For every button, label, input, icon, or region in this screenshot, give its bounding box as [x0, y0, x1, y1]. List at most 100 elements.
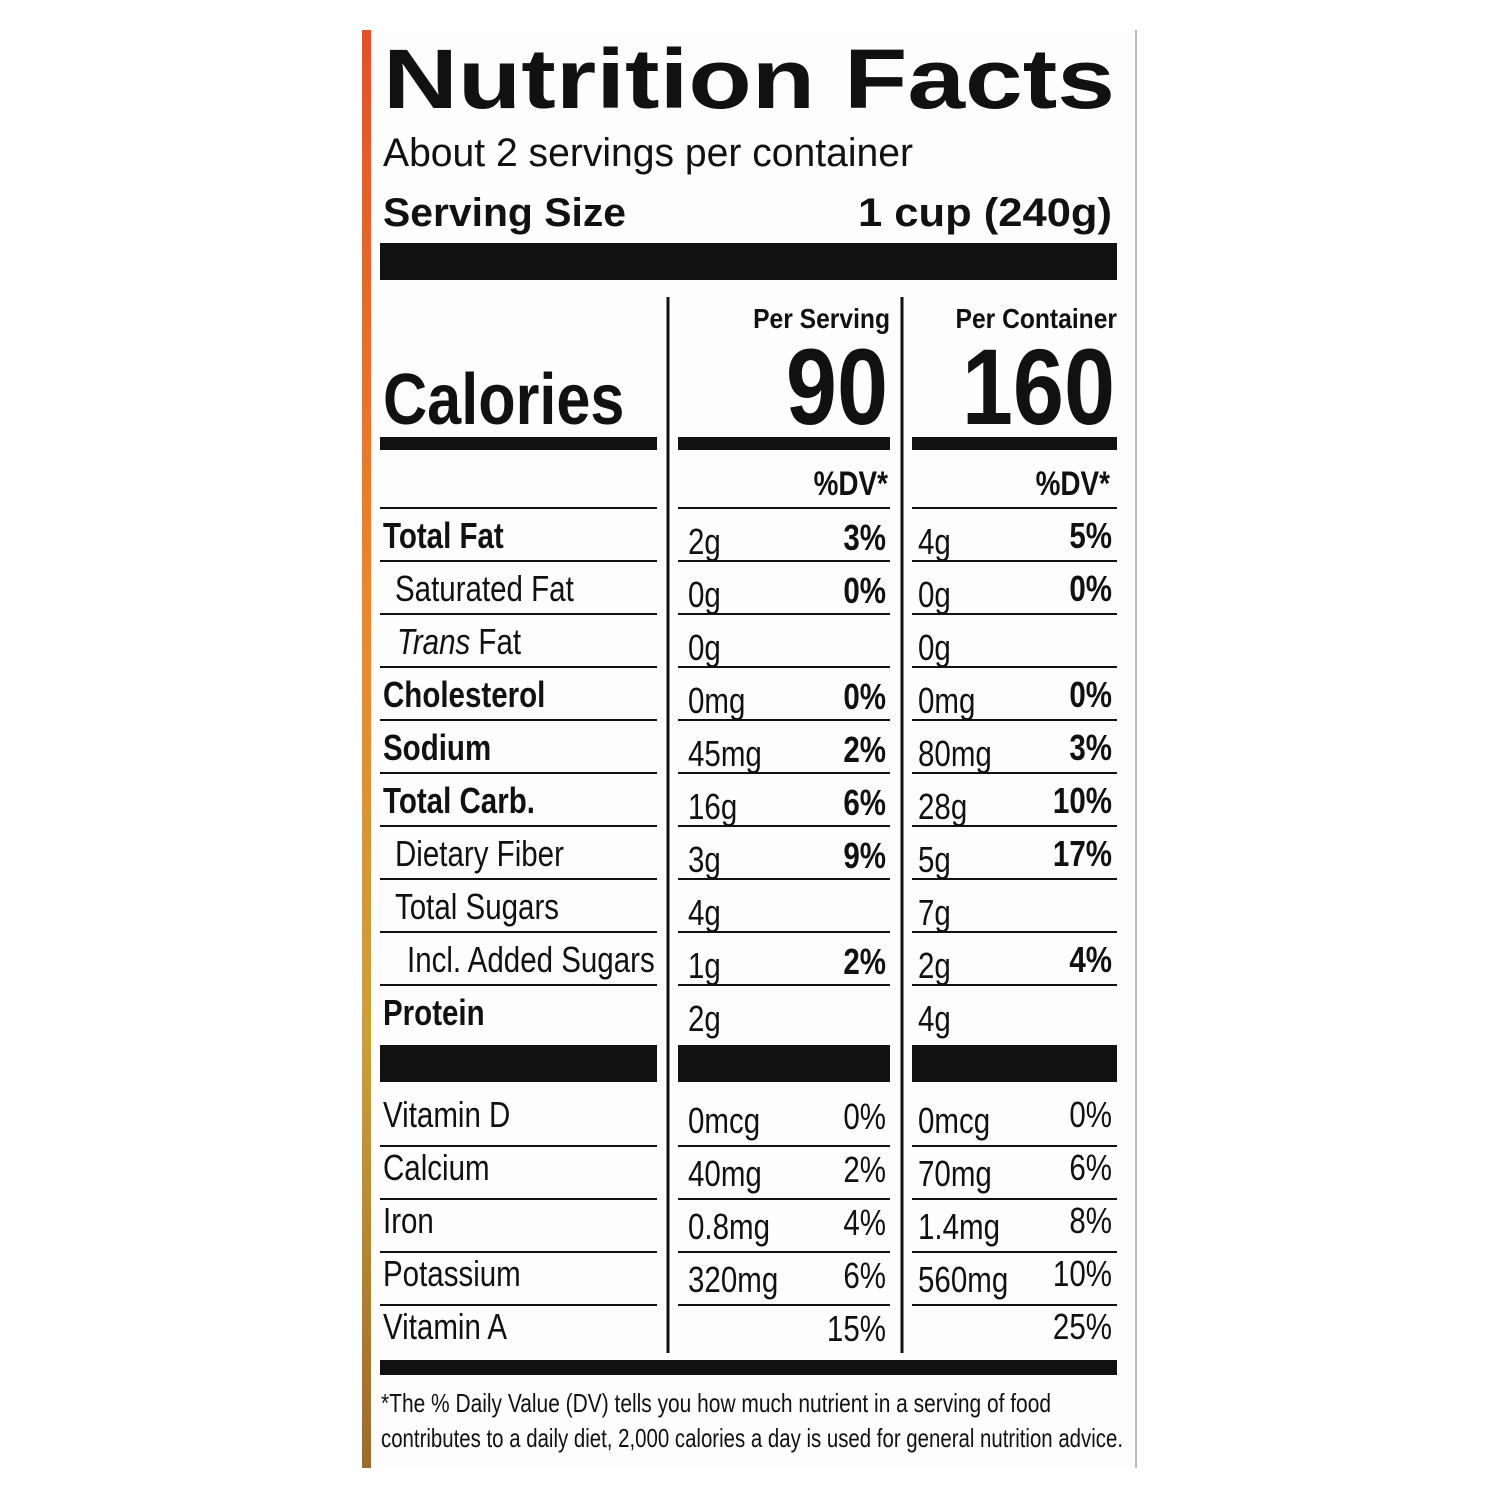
- thick-rule: [380, 243, 1117, 280]
- row-rule: [380, 931, 657, 933]
- row-rule: [380, 825, 657, 827]
- package-edge: [362, 30, 371, 1468]
- amount-serving: 0mg: [688, 680, 745, 720]
- row-rule: [678, 878, 890, 880]
- row-rule: [678, 1304, 890, 1306]
- amount-serving: 2g: [688, 521, 721, 561]
- dv-serving: 2%: [843, 1149, 886, 1189]
- nutrient-label: Cholesterol: [383, 674, 545, 714]
- amount-serving: 0g: [688, 574, 721, 614]
- amount-container: 1.4mg: [918, 1206, 1000, 1246]
- row-rule: [912, 560, 1117, 562]
- nutrient-label: Saturated Fat: [395, 568, 574, 608]
- dv-container: 6%: [1069, 1147, 1112, 1187]
- amount-container: 560mg: [918, 1259, 1008, 1299]
- row-rule: [380, 1145, 657, 1147]
- dv-serving: 6%: [843, 1255, 886, 1295]
- amount-serving: 1g: [688, 945, 721, 985]
- thick-rule: [380, 1045, 657, 1082]
- amount-container: 70mg: [918, 1153, 992, 1193]
- nutrient-label: Total Sugars: [395, 886, 559, 926]
- serving-size-value: 1 cup (240g): [858, 191, 1112, 235]
- amount-serving: 16g: [688, 786, 737, 826]
- amount-serving: 0mcg: [688, 1100, 760, 1140]
- nutrient-label-italic: Trans: [397, 621, 470, 661]
- row-rule: [380, 719, 657, 721]
- amount-serving: 4g: [688, 892, 721, 932]
- amount-container: 0g: [918, 574, 951, 614]
- nutrient-label: Trans Fat: [397, 621, 521, 661]
- calories-value: 160: [962, 327, 1115, 448]
- amount-serving: 40mg: [688, 1153, 762, 1193]
- footnote-line: *The % Daily Value (DV) tells you how mu…: [381, 1388, 1051, 1418]
- row-rule: [912, 1251, 1117, 1253]
- row-rule: [912, 772, 1117, 774]
- dv-header: %DV*: [814, 464, 889, 502]
- dv-container: 10%: [1053, 1253, 1112, 1293]
- row-rule: [912, 1304, 1117, 1306]
- row-rule: [912, 931, 1117, 933]
- footnote-line: contributes to a daily diet, 2,000 calor…: [381, 1423, 1123, 1453]
- dv-container: 25%: [1053, 1306, 1112, 1346]
- amount-serving: 3g: [688, 839, 721, 879]
- amount-container: 0mcg: [918, 1100, 990, 1140]
- amount-container: 2g: [918, 945, 951, 985]
- row-rule: [678, 984, 890, 986]
- dv-container: 0%: [1069, 1094, 1112, 1134]
- row-rule: [678, 613, 890, 615]
- nutrient-label-rest: Fat: [478, 621, 521, 661]
- dv-serving: 0%: [843, 570, 886, 610]
- dv-container: 10%: [1053, 780, 1112, 820]
- row-rule: [678, 1198, 890, 1200]
- dv-serving: 2%: [843, 941, 886, 981]
- dv-serving: 0%: [843, 676, 886, 716]
- nutrient-label: Sodium: [383, 727, 491, 767]
- amount-container: 28g: [918, 786, 967, 826]
- amount-serving: 0g: [688, 627, 721, 667]
- row-rule: [380, 507, 657, 509]
- medium-rule: [380, 1360, 1117, 1375]
- row-rule: [912, 719, 1117, 721]
- amount-container: 7g: [918, 892, 951, 932]
- row-rule: [678, 931, 890, 933]
- dv-serving: 2%: [843, 729, 886, 769]
- thick-rule: [912, 1045, 1117, 1082]
- dv-serving: 6%: [843, 782, 886, 822]
- row-rule: [912, 613, 1117, 615]
- amount-serving: 320mg: [688, 1259, 778, 1299]
- row-rule: [380, 560, 657, 562]
- servings-per-container: About 2 servings per container: [383, 131, 913, 175]
- column-header: Per Serving: [753, 303, 890, 335]
- medium-rule: [380, 437, 657, 450]
- row-rule: [678, 507, 890, 509]
- row-rule: [678, 772, 890, 774]
- amount-container: 5g: [918, 839, 951, 879]
- dv-container: 0%: [1069, 674, 1112, 714]
- amount-serving: 2g: [688, 998, 721, 1038]
- nutrient-label: Calcium: [383, 1147, 490, 1187]
- nutrient-label: Potassium: [383, 1253, 521, 1293]
- calories-label: Calories: [383, 360, 624, 440]
- thick-rule: [678, 1045, 890, 1082]
- row-rule: [678, 560, 890, 562]
- dv-header: %DV*: [1036, 464, 1111, 502]
- dv-serving: 4%: [843, 1202, 886, 1242]
- row-rule: [380, 772, 657, 774]
- nutrient-label: Vitamin D: [383, 1094, 510, 1134]
- dv-container: 4%: [1069, 939, 1112, 979]
- row-rule: [380, 613, 657, 615]
- row-rule: [380, 1251, 657, 1253]
- dv-container: 0%: [1069, 568, 1112, 608]
- nutrient-label: Total Fat: [383, 515, 504, 555]
- dv-serving: 9%: [843, 835, 886, 875]
- row-rule: [380, 984, 657, 986]
- dv-serving: 15%: [827, 1308, 886, 1348]
- nutrient-label: Iron: [383, 1200, 434, 1240]
- row-rule: [912, 507, 1117, 509]
- row-rule: [912, 1198, 1117, 1200]
- label-content: Nutrition Facts About 2 servings per cont…: [380, 32, 1123, 1453]
- row-rule: [678, 666, 890, 668]
- row-rule: [380, 666, 657, 668]
